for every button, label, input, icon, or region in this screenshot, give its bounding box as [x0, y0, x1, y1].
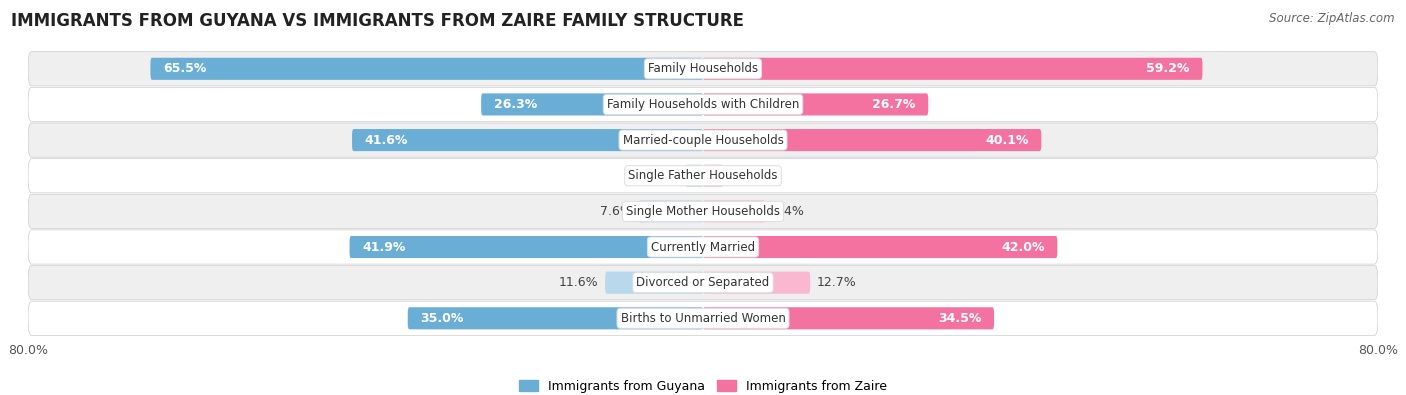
- Text: 26.3%: 26.3%: [494, 98, 537, 111]
- FancyBboxPatch shape: [703, 93, 928, 115]
- Text: 7.4%: 7.4%: [772, 205, 804, 218]
- FancyBboxPatch shape: [150, 58, 703, 80]
- FancyBboxPatch shape: [28, 230, 1378, 264]
- Text: Currently Married: Currently Married: [651, 241, 755, 254]
- FancyBboxPatch shape: [28, 301, 1378, 335]
- Text: 42.0%: 42.0%: [1001, 241, 1045, 254]
- FancyBboxPatch shape: [605, 272, 703, 294]
- FancyBboxPatch shape: [703, 165, 723, 187]
- Text: 41.6%: 41.6%: [364, 134, 408, 147]
- FancyBboxPatch shape: [28, 194, 1378, 228]
- Text: 59.2%: 59.2%: [1146, 62, 1189, 75]
- Text: 26.7%: 26.7%: [872, 98, 915, 111]
- FancyBboxPatch shape: [350, 236, 703, 258]
- Legend: Immigrants from Guyana, Immigrants from Zaire: Immigrants from Guyana, Immigrants from …: [515, 375, 891, 395]
- Text: Married-couple Households: Married-couple Households: [623, 134, 783, 147]
- Text: Family Households: Family Households: [648, 62, 758, 75]
- Text: 34.5%: 34.5%: [938, 312, 981, 325]
- FancyBboxPatch shape: [481, 93, 703, 115]
- Text: 12.7%: 12.7%: [817, 276, 856, 289]
- Text: IMMIGRANTS FROM GUYANA VS IMMIGRANTS FROM ZAIRE FAMILY STRUCTURE: IMMIGRANTS FROM GUYANA VS IMMIGRANTS FRO…: [11, 12, 744, 30]
- FancyBboxPatch shape: [28, 52, 1378, 86]
- Text: 65.5%: 65.5%: [163, 62, 207, 75]
- FancyBboxPatch shape: [28, 87, 1378, 122]
- Text: Single Father Households: Single Father Households: [628, 169, 778, 182]
- FancyBboxPatch shape: [638, 200, 703, 222]
- FancyBboxPatch shape: [703, 272, 810, 294]
- FancyBboxPatch shape: [703, 307, 994, 329]
- Text: 2.4%: 2.4%: [730, 169, 762, 182]
- Text: 35.0%: 35.0%: [420, 312, 464, 325]
- FancyBboxPatch shape: [703, 200, 765, 222]
- FancyBboxPatch shape: [408, 307, 703, 329]
- Text: Family Households with Children: Family Households with Children: [607, 98, 799, 111]
- FancyBboxPatch shape: [703, 129, 1042, 151]
- Text: 7.6%: 7.6%: [600, 205, 633, 218]
- Text: Source: ZipAtlas.com: Source: ZipAtlas.com: [1270, 12, 1395, 25]
- Text: 11.6%: 11.6%: [558, 276, 599, 289]
- FancyBboxPatch shape: [28, 123, 1378, 157]
- FancyBboxPatch shape: [28, 265, 1378, 300]
- Text: 2.1%: 2.1%: [647, 169, 679, 182]
- FancyBboxPatch shape: [703, 58, 1202, 80]
- FancyBboxPatch shape: [352, 129, 703, 151]
- Text: Births to Unmarried Women: Births to Unmarried Women: [620, 312, 786, 325]
- Text: Single Mother Households: Single Mother Households: [626, 205, 780, 218]
- FancyBboxPatch shape: [703, 236, 1057, 258]
- Text: Divorced or Separated: Divorced or Separated: [637, 276, 769, 289]
- FancyBboxPatch shape: [685, 165, 703, 187]
- Text: 40.1%: 40.1%: [986, 134, 1029, 147]
- FancyBboxPatch shape: [28, 159, 1378, 193]
- Text: 41.9%: 41.9%: [363, 241, 405, 254]
